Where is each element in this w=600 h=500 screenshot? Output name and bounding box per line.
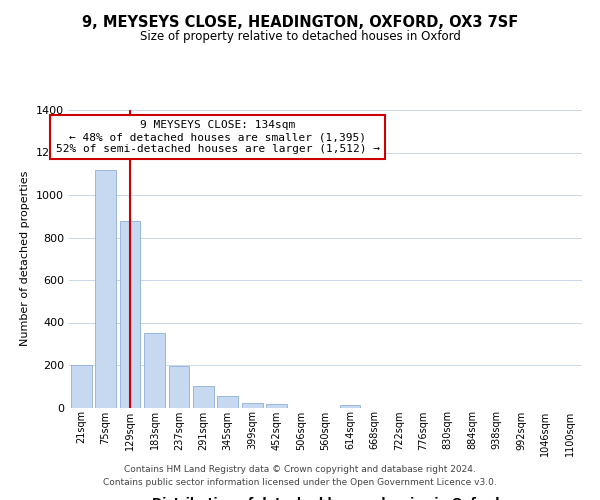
Text: Size of property relative to detached houses in Oxford: Size of property relative to detached ho… [140,30,460,43]
Text: Contains HM Land Registry data © Crown copyright and database right 2024.: Contains HM Land Registry data © Crown c… [124,465,476,474]
Bar [266,404,287,407]
Bar [71,365,92,408]
Text: 9, MEYSEYS CLOSE, HEADINGTON, OXFORD, OX3 7SF: 9, MEYSEYS CLOSE, HEADINGTON, OXFORD, OX… [82,15,518,30]
Bar [144,333,165,407]
Bar [242,403,263,407]
Bar [217,396,238,407]
Bar [119,220,140,408]
Bar [340,405,361,407]
Text: Contains public sector information licensed under the Open Government Licence v3: Contains public sector information licen… [103,478,497,487]
Y-axis label: Number of detached properties: Number of detached properties [20,171,31,346]
Text: 9 MEYSEYS CLOSE: 134sqm
← 48% of detached houses are smaller (1,395)
52% of semi: 9 MEYSEYS CLOSE: 134sqm ← 48% of detache… [56,120,380,154]
X-axis label: Distribution of detached houses by size in Oxford: Distribution of detached houses by size … [152,497,499,500]
Bar [169,366,190,408]
Bar [95,170,116,408]
Bar [193,386,214,407]
